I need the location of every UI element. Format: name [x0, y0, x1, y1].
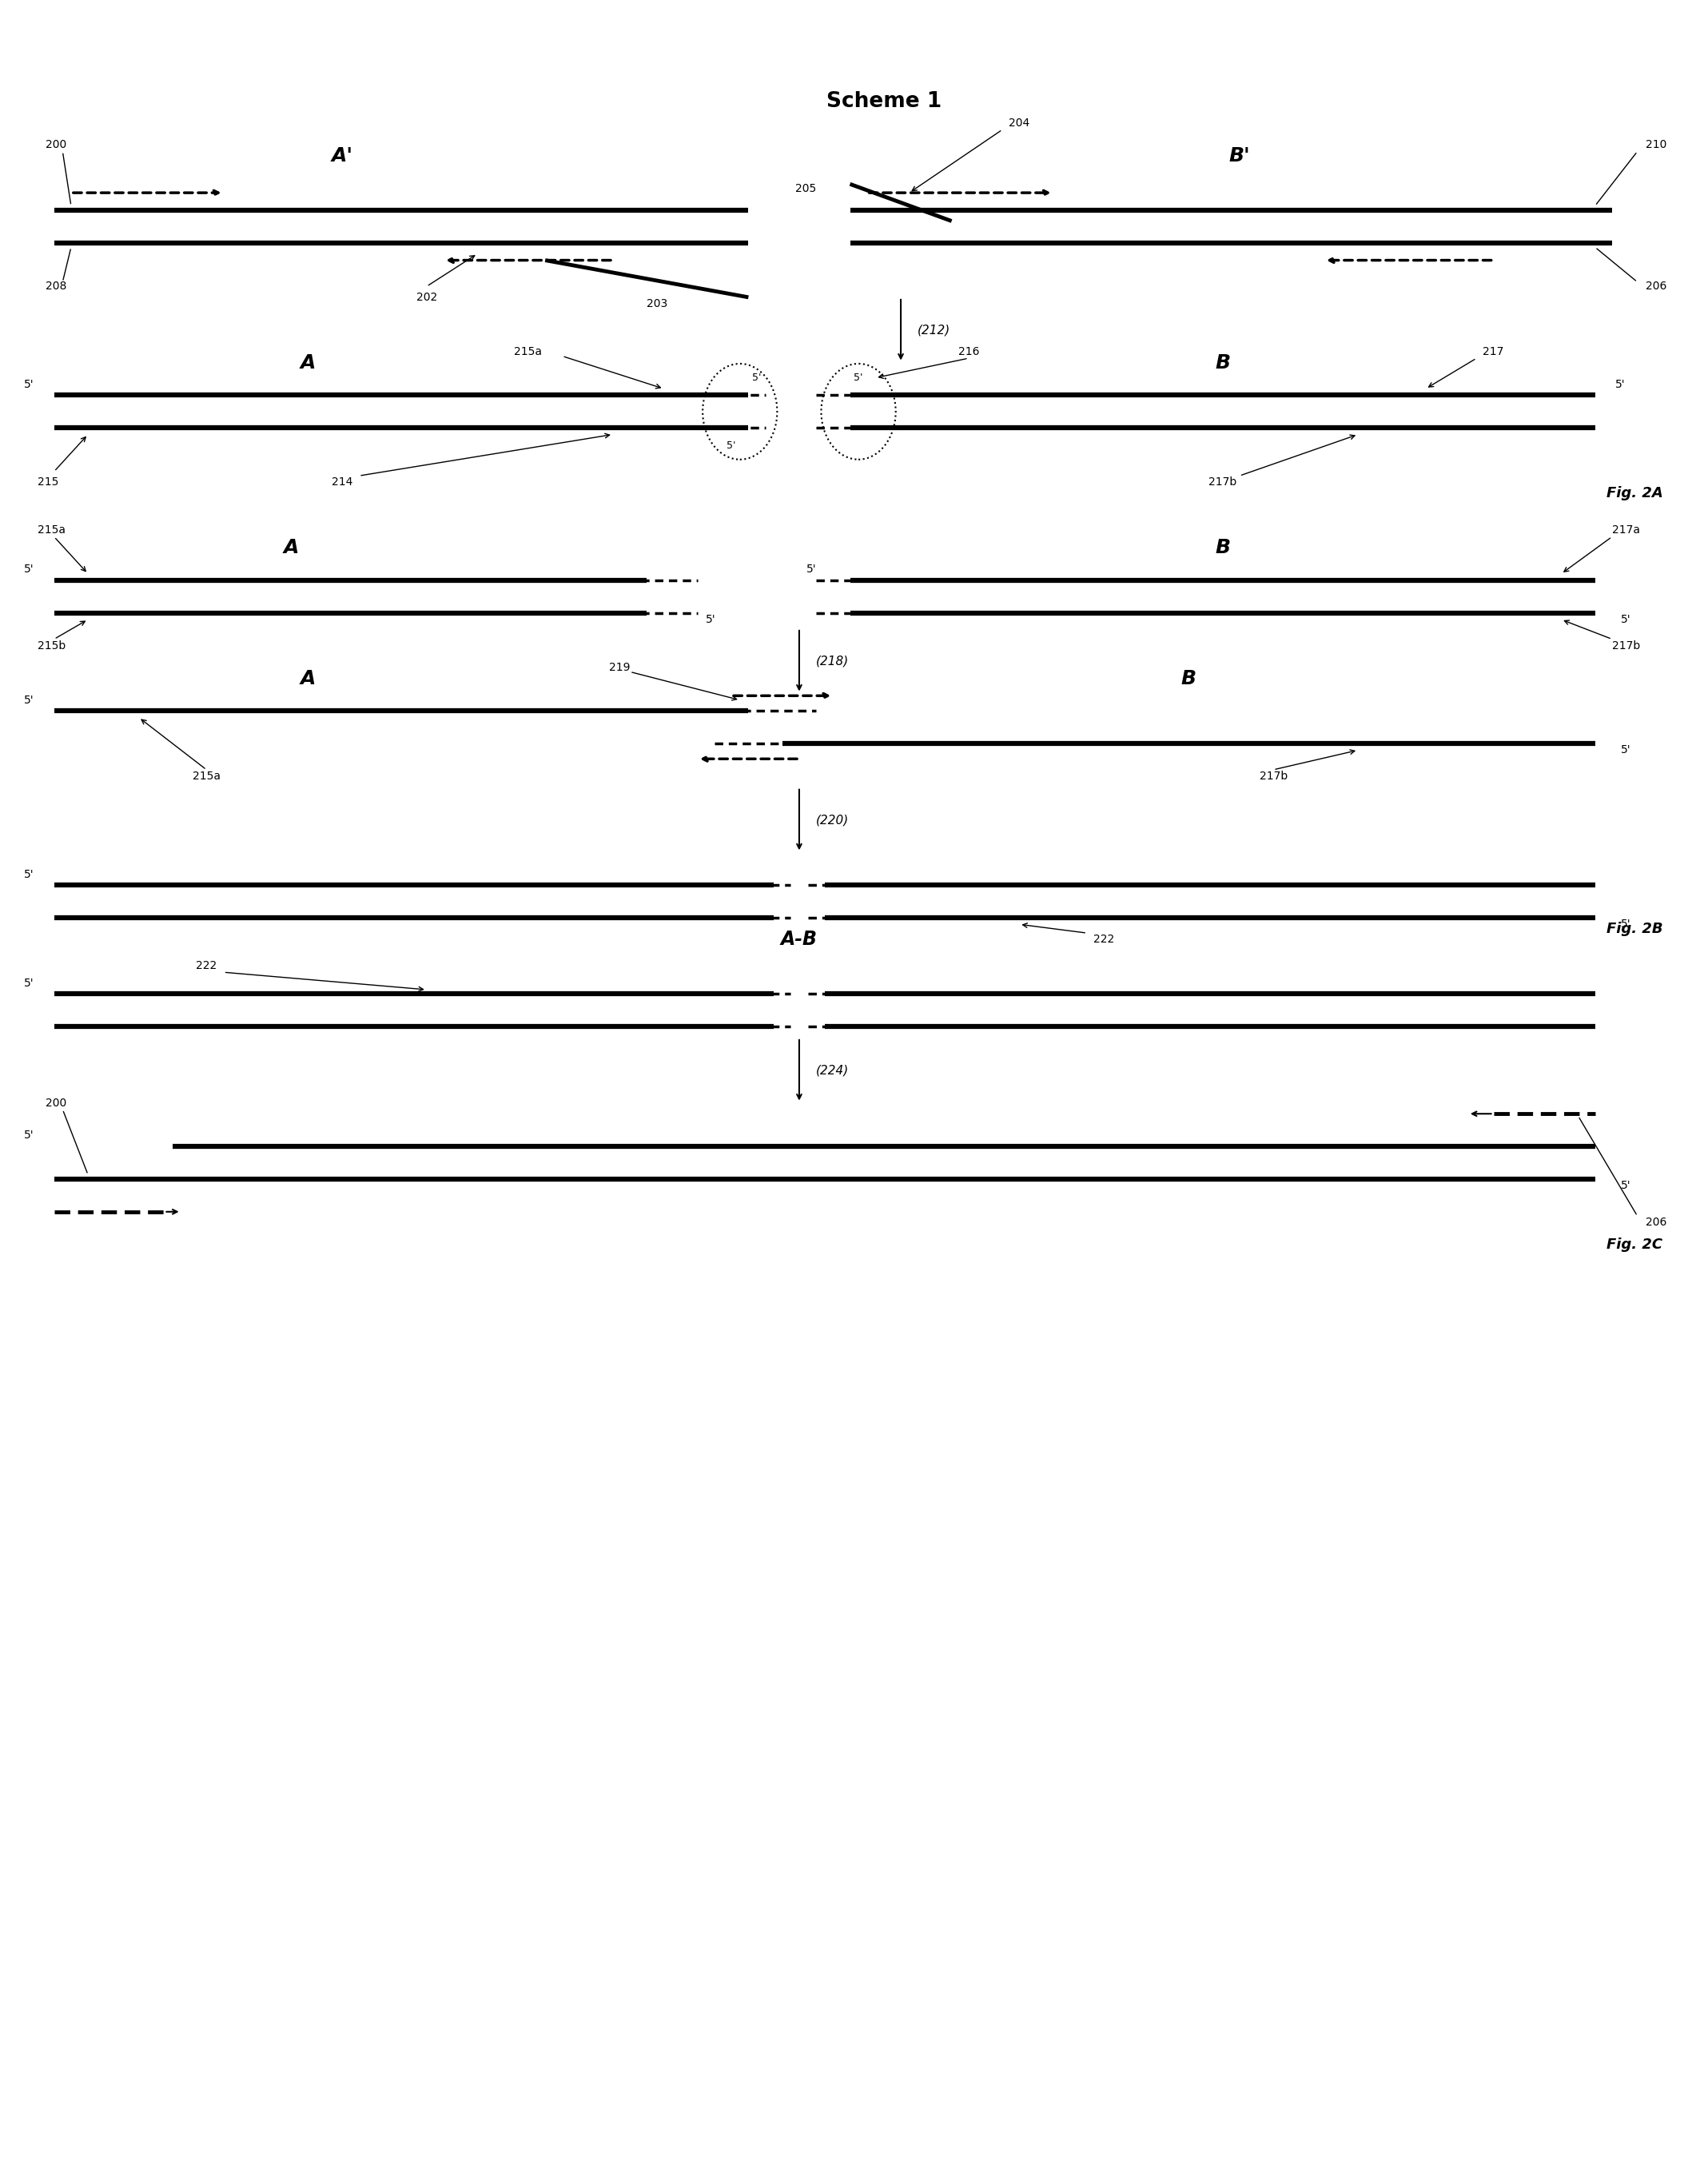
Text: (212): (212) [918, 323, 950, 336]
Text: 205: 205 [796, 183, 816, 194]
Text: 203: 203 [646, 299, 668, 310]
Text: 215: 215 [37, 476, 58, 487]
Text: 5': 5' [753, 373, 762, 382]
Text: 5': 5' [705, 614, 716, 625]
Text: 215a: 215a [37, 524, 65, 535]
Text: 217b: 217b [1612, 640, 1640, 651]
Text: B: B [1215, 537, 1231, 557]
Text: 206: 206 [1646, 1216, 1668, 1227]
Text: A: A [301, 354, 316, 371]
Text: 5': 5' [806, 563, 816, 574]
Text: 214: 214 [332, 476, 352, 487]
Text: 217a: 217a [1612, 524, 1640, 535]
Text: 5': 5' [1620, 919, 1630, 930]
Text: 200: 200 [46, 140, 66, 151]
Text: 208: 208 [46, 282, 66, 293]
Text: Fig. 2B: Fig. 2B [1606, 922, 1663, 937]
Text: 222: 222 [196, 961, 218, 972]
Text: 5': 5' [24, 378, 34, 391]
Text: (218): (218) [816, 655, 848, 666]
Text: 5': 5' [24, 869, 34, 880]
Text: (220): (220) [816, 815, 848, 826]
Text: 5': 5' [24, 978, 34, 989]
Text: A-B: A-B [780, 930, 818, 950]
Text: 215a: 215a [192, 771, 221, 782]
Text: Scheme 1: Scheme 1 [826, 92, 942, 111]
Text: 215a: 215a [515, 345, 542, 358]
Text: 216: 216 [957, 345, 979, 358]
Text: A: A [284, 537, 299, 557]
Text: 5': 5' [24, 1129, 34, 1142]
Text: 217b: 217b [1260, 771, 1287, 782]
Text: 202: 202 [416, 293, 437, 304]
Text: 222: 222 [1093, 935, 1115, 946]
Text: 5': 5' [24, 695, 34, 705]
Text: 5': 5' [1620, 745, 1630, 756]
Text: 200: 200 [46, 1096, 66, 1109]
Text: A: A [301, 668, 316, 688]
Text: 5': 5' [1620, 1179, 1630, 1190]
Text: 206: 206 [1646, 282, 1668, 293]
Text: Fig. 2C: Fig. 2C [1606, 1236, 1663, 1251]
Text: 210: 210 [1646, 140, 1668, 151]
Text: 5': 5' [853, 373, 864, 382]
Text: 217: 217 [1482, 345, 1504, 358]
Text: Fig. 2A: Fig. 2A [1606, 487, 1663, 500]
Text: (224): (224) [816, 1064, 848, 1077]
Text: 215b: 215b [37, 640, 65, 651]
Text: 5': 5' [1620, 614, 1630, 625]
Text: B': B' [1229, 146, 1250, 166]
Text: A': A' [332, 146, 354, 166]
Text: 5': 5' [728, 441, 736, 450]
Text: 204: 204 [1008, 118, 1030, 129]
Text: 5': 5' [24, 563, 34, 574]
Text: B: B [1181, 668, 1197, 688]
Text: 5': 5' [1615, 378, 1625, 391]
Text: 219: 219 [609, 662, 631, 673]
Text: B: B [1215, 354, 1231, 371]
Text: 217b: 217b [1209, 476, 1236, 487]
